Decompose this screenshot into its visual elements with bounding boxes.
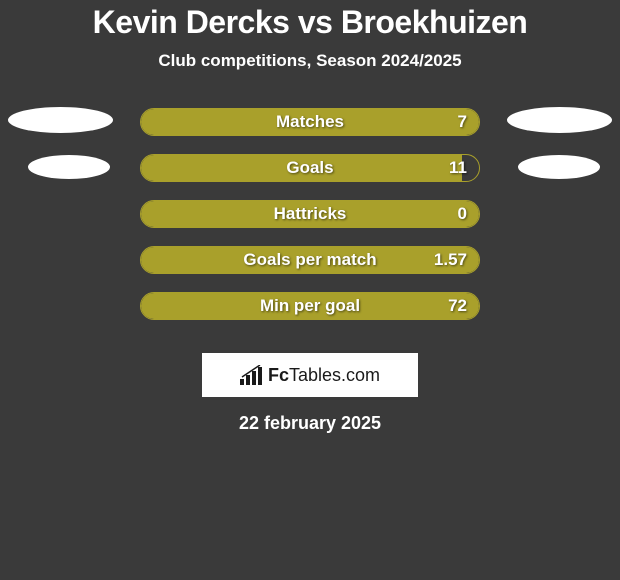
stat-value: 7 <box>458 112 467 132</box>
player-left-marker <box>28 155 110 179</box>
stats-chart: Matches7 Goals11 Hattricks0 Goals per match… <box>0 99 620 329</box>
stat-label: Min per goal <box>141 296 479 316</box>
logo-prefix: Fc <box>268 365 289 385</box>
player-right-marker <box>518 155 600 179</box>
stat-bar: Goals per match1.57 <box>140 246 480 274</box>
stat-bar: Goals11 <box>140 154 480 182</box>
stat-value: 11 <box>449 158 467 178</box>
player-right-marker <box>507 107 612 133</box>
stat-value: 1.57 <box>434 250 467 270</box>
logo-suffix: Tables.com <box>289 365 380 385</box>
stat-row: Min per goal72 <box>0 283 620 329</box>
stat-row: Matches7 <box>0 99 620 145</box>
stat-row: Goals11 <box>0 145 620 191</box>
stat-bar: Hattricks0 <box>140 200 480 228</box>
page-title: Kevin Dercks vs Broekhuizen <box>0 4 620 41</box>
stat-row: Goals per match1.57 <box>0 237 620 283</box>
logo-inner: FcTables.com <box>240 365 380 386</box>
stat-label: Goals <box>141 158 479 178</box>
logo-text: FcTables.com <box>268 365 380 386</box>
logo-badge: FcTables.com <box>202 353 418 397</box>
stat-label: Matches <box>141 112 479 132</box>
stat-bar: Min per goal72 <box>140 292 480 320</box>
stat-row: Hattricks0 <box>0 191 620 237</box>
stat-label: Hattricks <box>141 204 479 224</box>
root: Kevin Dercks vs Broekhuizen Club competi… <box>0 0 620 434</box>
stat-value: 0 <box>458 204 467 224</box>
bars-icon <box>240 365 264 385</box>
stat-bar: Matches7 <box>140 108 480 136</box>
player-left-marker <box>8 107 113 133</box>
page-subtitle: Club competitions, Season 2024/2025 <box>0 51 620 71</box>
stat-label: Goals per match <box>141 250 479 270</box>
stat-value: 72 <box>448 296 467 316</box>
date-label: 22 february 2025 <box>0 413 620 434</box>
